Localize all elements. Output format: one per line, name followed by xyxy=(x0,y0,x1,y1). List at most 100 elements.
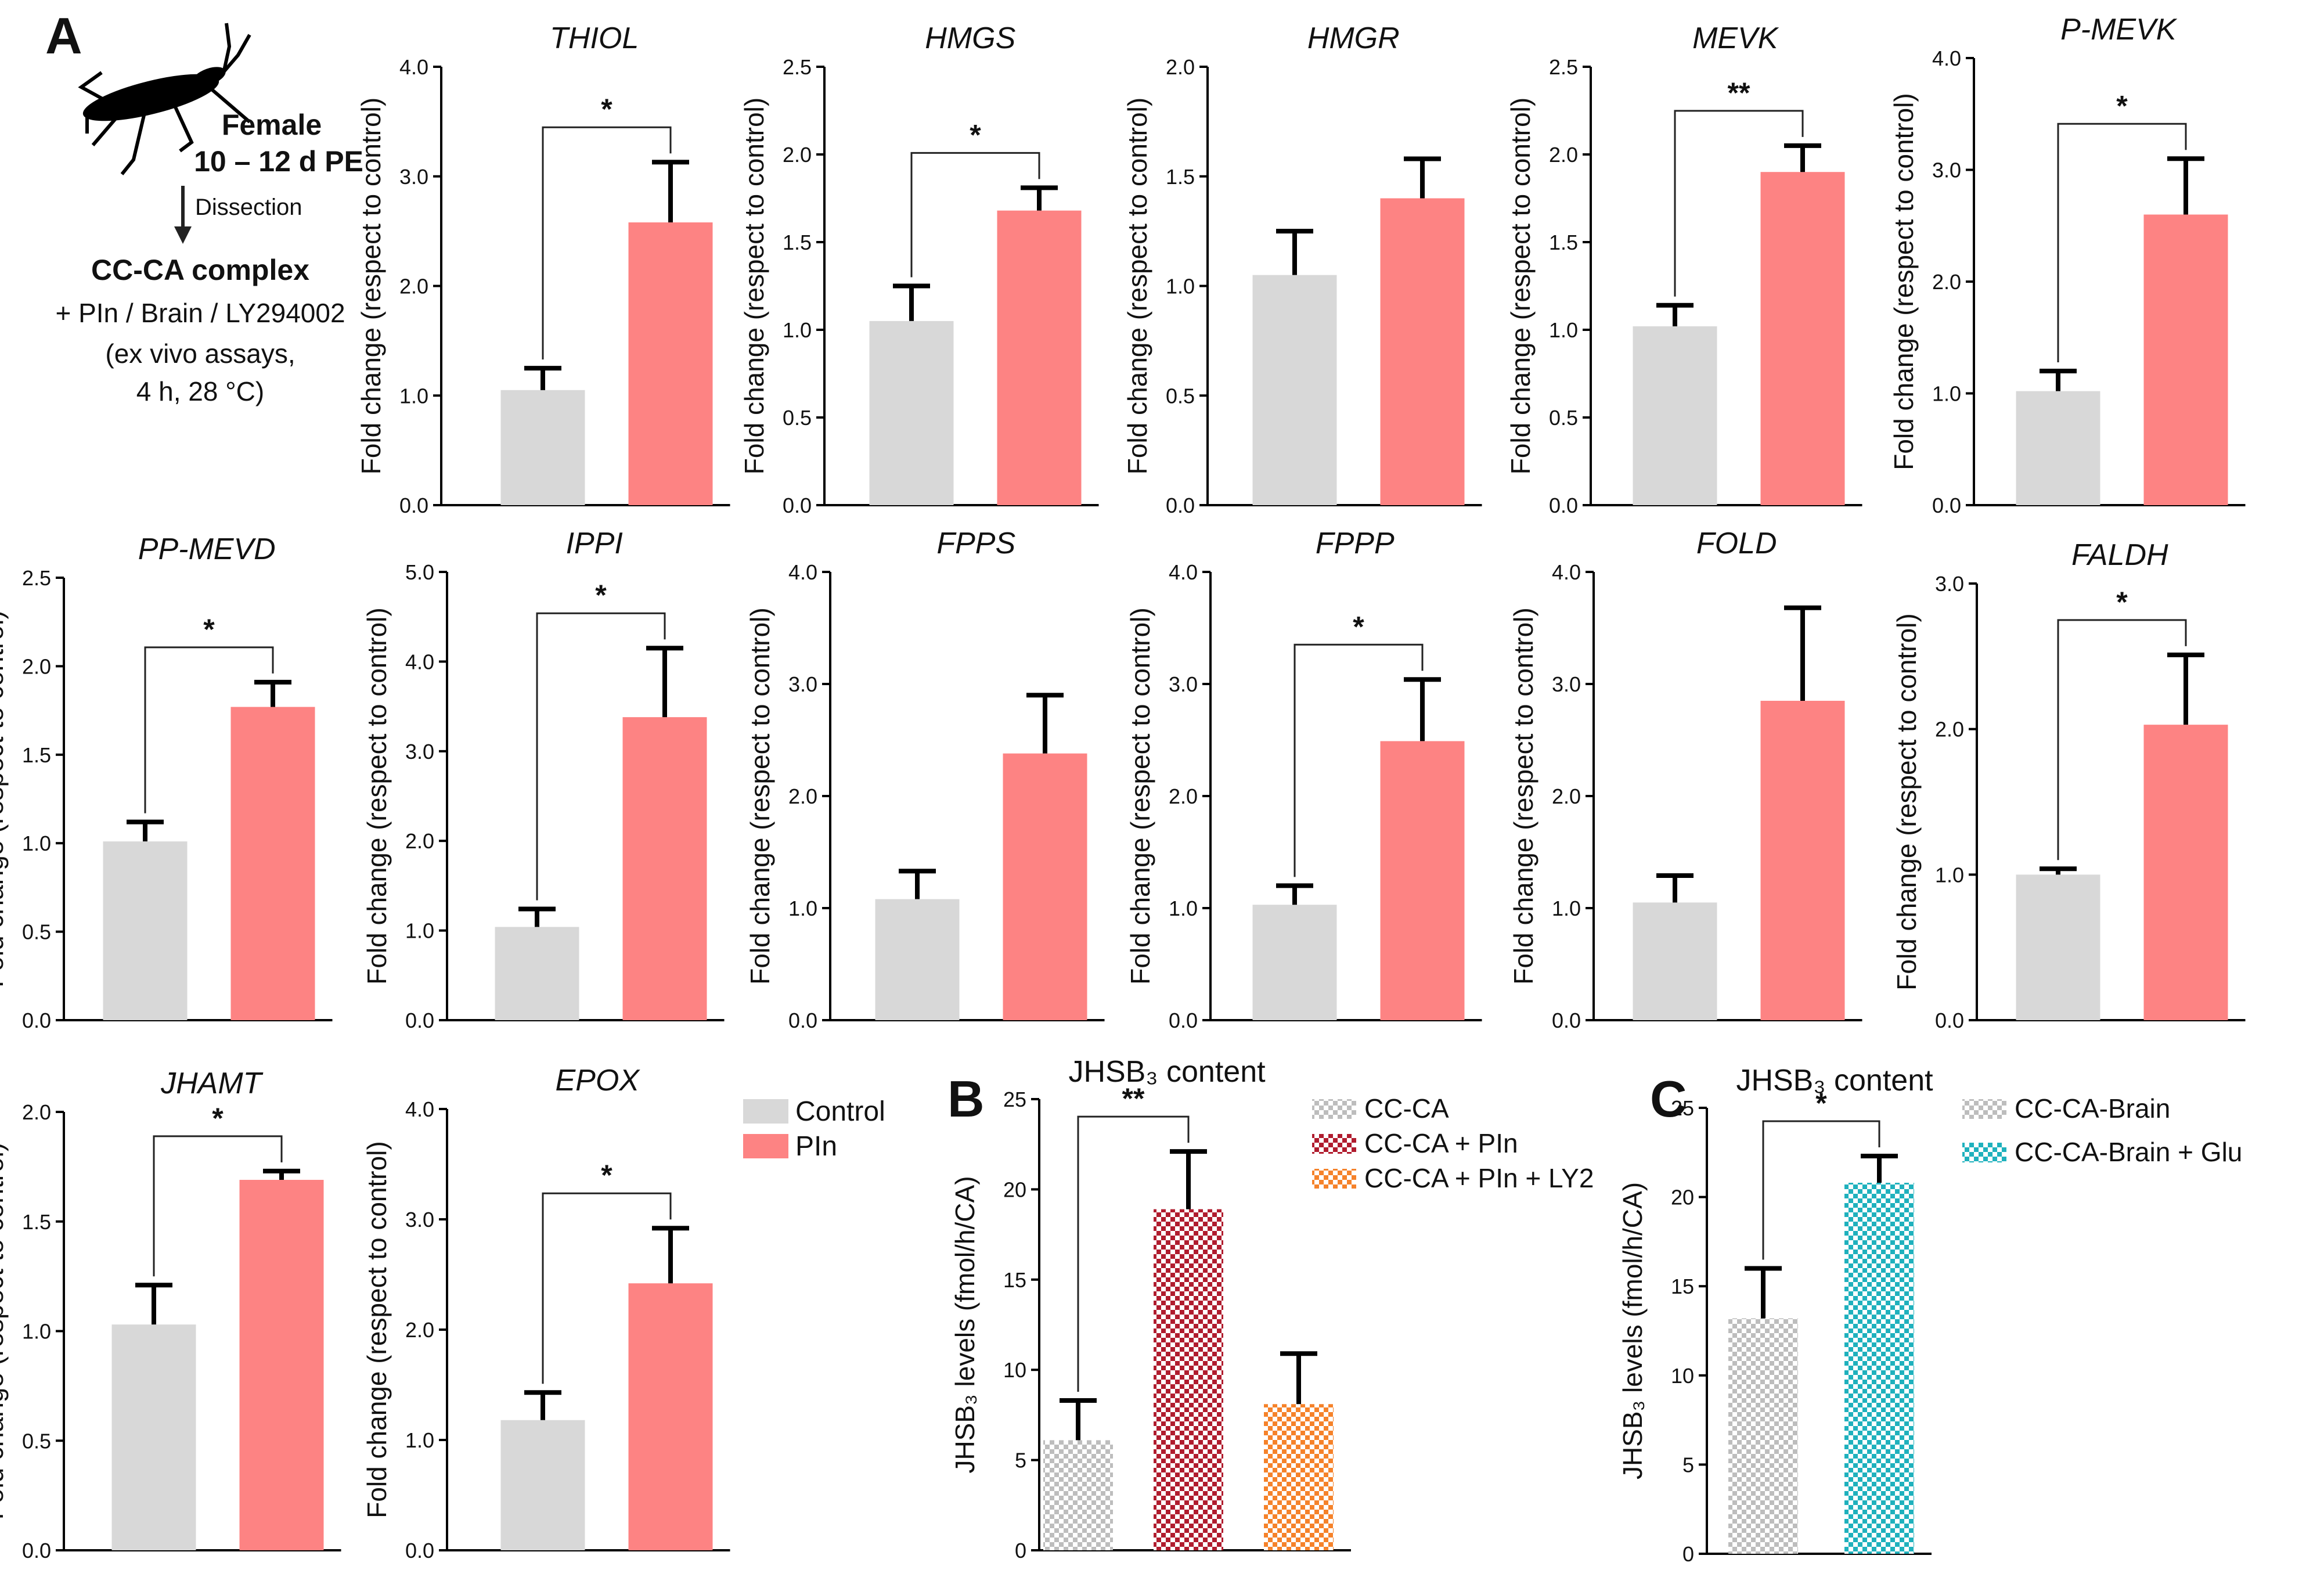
y-tick-label: 1.0 xyxy=(1552,896,1581,920)
bar-cc-ca-brain xyxy=(1728,1318,1798,1554)
y-tick-label: 0.0 xyxy=(405,1009,434,1032)
y-tick-label: 0.5 xyxy=(1166,384,1195,408)
chart-title: P-MEVK xyxy=(2060,13,2178,46)
bar-pin xyxy=(2143,725,2228,1020)
significance-label: * xyxy=(212,1102,224,1135)
chart-title: JHAMT xyxy=(160,1067,264,1100)
panel-label-c: C xyxy=(1650,1070,1687,1128)
y-tick-label: 0.5 xyxy=(22,920,51,944)
chart-title: FPPS xyxy=(936,527,1015,560)
y-tick-label: 1.0 xyxy=(399,384,428,408)
bar-control xyxy=(500,390,585,505)
bar-pin xyxy=(1003,753,1087,1020)
legend-control-label: Control xyxy=(795,1096,885,1127)
y-tick-label: 20 xyxy=(1671,1186,1694,1209)
legend-b-label-2: CC-CA + PIn + LY2 xyxy=(1364,1163,1594,1193)
bar-control xyxy=(2016,874,2100,1020)
y-tick-label: 3.0 xyxy=(1552,672,1581,696)
legend-b-swatch-0 xyxy=(1312,1099,1356,1119)
significance-label: * xyxy=(595,579,607,611)
significance-label: * xyxy=(1353,610,1364,643)
significance-label: * xyxy=(601,93,612,125)
y-tick-label: 2.5 xyxy=(1549,55,1578,79)
y-tick-label: 0.0 xyxy=(1166,494,1195,517)
y-axis-label: Fold change (respect to control) xyxy=(0,1143,9,1520)
y-tick-label: 1.0 xyxy=(405,1428,434,1452)
legend-b-swatch-2 xyxy=(1312,1169,1356,1189)
y-tick-label: 0.0 xyxy=(783,494,812,517)
bar-pin xyxy=(622,717,707,1020)
bar-pin xyxy=(1380,741,1465,1020)
y-tick-label: 1.0 xyxy=(788,896,817,920)
y-tick-label: 3.0 xyxy=(1169,672,1198,696)
chart-12: 0.0 1.0 2.0 3.0 4.0 Fold change (respect to c… xyxy=(362,1064,730,1562)
y-tick-label: 3.0 xyxy=(1932,159,1961,182)
significance-bracket xyxy=(144,646,274,813)
y-tick-label: 3.0 xyxy=(405,740,434,764)
y-tick-label: 3.0 xyxy=(405,1208,434,1232)
y-tick-label: 1.0 xyxy=(1932,382,1961,406)
y-tick-label: 4.0 xyxy=(405,1097,434,1121)
bar-pin xyxy=(239,1180,324,1550)
y-tick-label: 0.0 xyxy=(405,1539,434,1562)
bar-control xyxy=(2016,391,2100,505)
y-axis-label: Fold change (respect to control) xyxy=(362,607,392,984)
y-tick-label: 5 xyxy=(1015,1449,1026,1472)
y-tick-label: 5.0 xyxy=(405,560,434,584)
y-tick-label: 2.0 xyxy=(405,1318,434,1342)
y-tick-label: 25 xyxy=(1003,1088,1026,1111)
y-tick-label: 0.0 xyxy=(1552,1009,1581,1032)
charts: 0.0 1.0 2.0 3.0 4.0 Fold change (respect to c… xyxy=(0,13,2246,1566)
chart-7: 0.0 1.0 2.0 3.0 4.0 Fold change (respect to c… xyxy=(745,527,1105,1032)
legend-pin-label: PIn xyxy=(795,1131,837,1162)
bar-control xyxy=(500,1420,585,1550)
significance-bracket xyxy=(542,1192,672,1384)
y-tick-label: 20 xyxy=(1003,1178,1026,1201)
legend-b-swatch-1 xyxy=(1312,1134,1356,1154)
y-tick-label: 0.0 xyxy=(22,1539,51,1562)
y-tick-label: 2.0 xyxy=(405,829,434,853)
y-tick-label: 1.5 xyxy=(783,231,812,254)
significance-label: ** xyxy=(1122,1082,1145,1115)
panel-label-a: A xyxy=(45,7,82,64)
bar-control xyxy=(1252,275,1337,505)
y-tick-label: 3.0 xyxy=(1935,572,1964,596)
y-tick-label: 10 xyxy=(1671,1364,1694,1388)
y-tick-label: 0.5 xyxy=(783,406,812,430)
y-axis-label: Fold change (respect to control) xyxy=(1122,98,1152,474)
y-tick-label: 0.0 xyxy=(22,1009,51,1032)
y-tick-label: 1.0 xyxy=(1549,318,1578,342)
bar-cc-ca-pin-ly2 xyxy=(1264,1404,1334,1550)
significance-bracket xyxy=(542,126,672,360)
y-tick-label: 4.0 xyxy=(1552,560,1581,584)
significance-bracket xyxy=(1077,1115,1190,1392)
y-tick-label: 0.0 xyxy=(1932,494,1961,517)
schema: Female 10 – 12 d PE Dissection CC-CA com… xyxy=(55,109,363,406)
chart-13: 0 5 10 15 20 25 JHSB₃ levels (fmol/h/CA) JHSB₃ … xyxy=(950,1055,1351,1562)
significance-label: * xyxy=(1815,1087,1827,1119)
y-tick-label: 0.5 xyxy=(22,1429,51,1453)
chart-title: FOLD xyxy=(1696,527,1777,560)
y-tick-label: 2.0 xyxy=(22,654,51,678)
legend-pin-swatch xyxy=(743,1134,788,1158)
bar-control xyxy=(103,841,188,1020)
legend-b: CC-CA CC-CA + PIn CC-CA + PIn + LY2 xyxy=(1312,1093,1594,1193)
bar-control xyxy=(1633,902,1717,1020)
significance-bracket xyxy=(1293,643,1424,877)
bar-control xyxy=(495,927,579,1020)
y-tick-label: 2.0 xyxy=(1552,784,1581,808)
y-tick-label: 15 xyxy=(1671,1274,1694,1298)
legend-c-label-1: CC-CA-Brain + Glu xyxy=(2015,1137,2242,1167)
y-tick-label: 4.0 xyxy=(399,55,428,79)
bar-pin xyxy=(997,210,1082,505)
y-tick-label: 1.0 xyxy=(1169,896,1198,920)
y-tick-label: 1.0 xyxy=(1166,275,1195,298)
y-axis-label: Fold change (respect to control) xyxy=(356,98,386,474)
y-tick-label: 3.0 xyxy=(399,165,428,189)
legend-c-swatch-1 xyxy=(1962,1143,2006,1162)
y-axis-label: Fold change (respect to control) xyxy=(0,610,9,987)
chart-title: PP-MEVD xyxy=(138,532,276,566)
y-tick-label: 10 xyxy=(1003,1358,1026,1382)
y-tick-label: 1.5 xyxy=(1549,231,1578,254)
chart-11: 0.0 0.5 1.0 1.5 2.0 Fold change (respect to c… xyxy=(0,1067,341,1562)
